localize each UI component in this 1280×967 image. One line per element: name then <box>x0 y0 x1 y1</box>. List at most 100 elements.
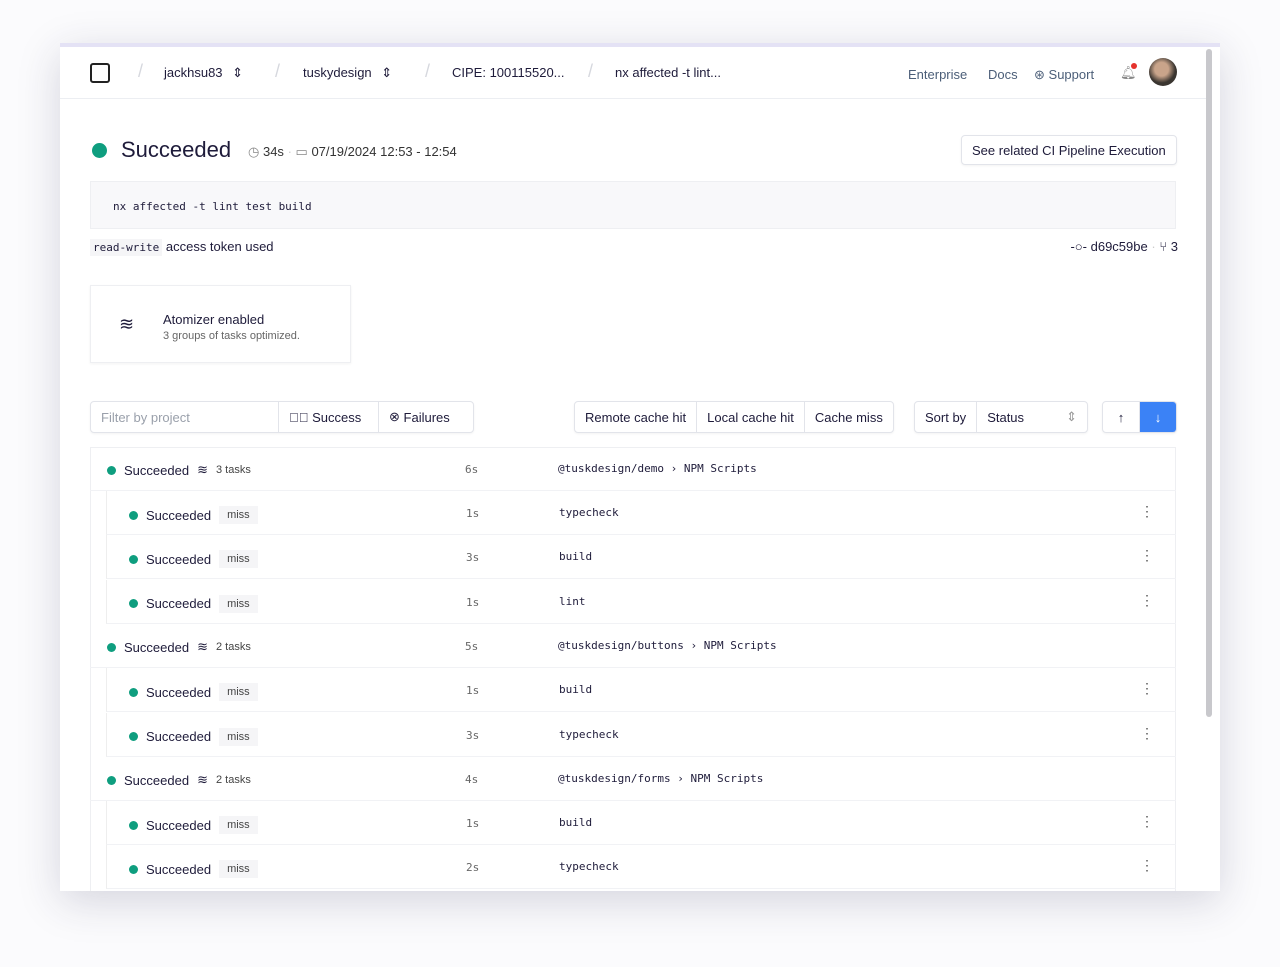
duration: 1s <box>466 595 480 609</box>
task-row[interactable]: Succeeded miss 1s lint ⋮ <box>106 579 1176 624</box>
status-label: Succeeded <box>146 551 212 567</box>
task-name: build <box>559 550 593 564</box>
chevron-updown-icon: ⇕ <box>1066 409 1077 424</box>
status-label: Succeeded <box>124 639 190 655</box>
task-group-row[interactable]: Succeeded ≋ 2 tasks 4s @tuskdesign/forms ›… <box>90 757 1176 801</box>
project-filter-input[interactable]: Filter by project <box>91 402 279 432</box>
separator: / <box>425 61 431 81</box>
separator: / <box>275 61 281 81</box>
more-vertical-icon[interactable]: ⋮ <box>1140 503 1154 519</box>
breadcrumb-run[interactable]: nx affected -t lint... <box>615 65 721 80</box>
logo-icon[interactable] <box>90 63 110 83</box>
scrollbar[interactable] <box>1206 49 1212 717</box>
task-group-row[interactable]: Succeeded ≋ 3 tasks 6s @tuskdesign/demo › … <box>90 447 1176 491</box>
enterprise-link[interactable]: Enterprise <box>908 67 968 82</box>
support-link[interactable]: ⊛ Support <box>1034 67 1094 83</box>
x-circle-icon: ⊗ <box>389 409 400 424</box>
more-vertical-icon[interactable]: ⋮ <box>1140 591 1154 608</box>
duration: 1s <box>466 684 480 698</box>
atomizer-title: Atomizer enabled <box>163 312 265 327</box>
notification-dot <box>1131 63 1137 69</box>
cache-badge: miss <box>219 550 258 569</box>
task-count: 2 tasks <box>215 641 251 654</box>
commit-icon: -○- <box>1070 239 1087 254</box>
more-vertical-icon[interactable]: ⋮ <box>1140 547 1154 564</box>
command-text: nx affected -t lint test build <box>113 200 312 213</box>
task-group-row[interactable]: Succeeded ≋ 2 tasks 5s @tuskdesign/buttons… <box>90 624 1176 669</box>
success-filter[interactable]: ✓⃝ Success <box>279 402 379 432</box>
clock-icon: ◷ <box>248 144 260 159</box>
task-row[interactable]: Succeeded miss 2s typecheck ⋮ <box>106 845 1176 890</box>
remote-cache-filter[interactable]: Remote cache hit <box>575 402 698 432</box>
task-name: build <box>559 816 593 829</box>
chevron-updown-icon: ⇕ <box>381 65 393 80</box>
task-row[interactable]: Succeeded miss 1s build ⋮ <box>106 801 1176 845</box>
duration: 5s <box>465 640 479 654</box>
commit-hash[interactable]: d69c59be <box>1090 239 1148 254</box>
branch-icon: ⑂ <box>1159 239 1168 254</box>
related-pipeline-button[interactable]: See related CI Pipeline Execution <box>961 135 1177 165</box>
breadcrumb-cipe[interactable]: CIPE: 100115520... <box>452 65 565 80</box>
status-dot <box>107 775 116 785</box>
status-dot <box>92 143 107 158</box>
arrow-up-icon[interactable]: ↑ <box>1103 402 1140 432</box>
filter-label: Failures <box>403 409 450 425</box>
more-vertical-icon[interactable]: ⋮ <box>1140 724 1154 741</box>
sort-label: Sort by <box>915 402 978 432</box>
check-circle-icon: ✓⃝ <box>289 409 309 425</box>
docs-link[interactable]: Docs <box>988 67 1018 82</box>
status-dot <box>129 864 138 874</box>
task-name: typecheck <box>559 727 619 741</box>
arrow-down-icon[interactable]: ↓ <box>1140 402 1176 432</box>
local-cache-filter[interactable]: Local cache hit <box>697 402 805 432</box>
task-row[interactable]: Succeeded miss 1s build ⋮ <box>106 668 1176 713</box>
project-name: @tuskdesign/buttons <box>558 639 684 653</box>
task-name: lint <box>559 594 586 608</box>
failures-filter[interactable]: ⊗ Failures <box>379 402 460 432</box>
status-dot <box>107 465 116 475</box>
branch-count: 3 <box>1170 239 1178 254</box>
date-range: 07/19/2024 12:53 - 12:54 <box>311 144 457 159</box>
cache-filter: Remote cache hit Local cache hit Cache m… <box>574 401 894 433</box>
task-count: 2 tasks <box>215 774 251 786</box>
project-name: @tuskdesign/demo <box>558 462 664 475</box>
task-name: build <box>559 683 593 697</box>
status-label: Succeeded <box>146 596 212 612</box>
token-info: read-write access token used <box>90 239 274 256</box>
task-name: typecheck <box>559 860 619 874</box>
separator: / <box>588 61 594 81</box>
top-nav: / jackhsu83 ⇕ / tuskydesign ⇕ / CIPE: 10… <box>60 47 1210 99</box>
breadcrumb-org[interactable]: jackhsu83 ⇕ <box>164 65 243 81</box>
task-row[interactable]: Succeeded miss 3s typecheck ⋮ <box>106 712 1176 757</box>
status-label: Succeeded <box>146 817 212 833</box>
status-dot <box>129 687 138 697</box>
duration: 1s <box>466 507 480 520</box>
avatar[interactable] <box>1149 58 1177 86</box>
status-dot <box>129 820 138 830</box>
chevron-updown-icon: ⇕ <box>232 65 244 80</box>
sort-value-label: Status <box>987 409 1025 425</box>
task-row[interactable]: Succeeded miss 1s typecheck ⋮ <box>106 491 1176 535</box>
more-vertical-icon[interactable]: ⋮ <box>1140 813 1154 829</box>
duration: 1s <box>466 817 480 830</box>
cache-badge: miss <box>219 683 258 702</box>
task-row[interactable]: Succeeded miss 3s build ⋮ <box>106 535 1176 580</box>
separator: / <box>138 61 144 81</box>
cache-miss-filter[interactable]: Cache miss <box>814 409 883 425</box>
cache-badge: miss <box>219 594 258 613</box>
sort-value[interactable]: Status ⇕ <box>977 402 1087 432</box>
sort-direction: ↑ ↓ <box>1102 401 1177 433</box>
target-name: NPM Scripts <box>703 639 777 653</box>
breadcrumb-workspace[interactable]: tuskydesign ⇕ <box>303 65 392 81</box>
duration: 3s <box>466 728 480 742</box>
task-count: 3 tasks <box>215 464 251 476</box>
atomizer-card: ≋ Atomizer enabled 3 groups of tasks opt… <box>90 285 351 363</box>
duration: 3s <box>466 551 480 565</box>
commit-info: -○- d69c59be · ⑂ 3 <box>1070 239 1178 254</box>
more-vertical-icon[interactable]: ⋮ <box>1140 857 1154 874</box>
status-label: Succeeded <box>146 861 212 877</box>
more-vertical-icon[interactable]: ⋮ <box>1140 680 1154 697</box>
status-dot <box>129 510 138 520</box>
sort-select[interactable]: Sort by Status ⇕ <box>914 401 1088 433</box>
duration: ◷ 34s · ▭ 07/19/2024 12:53 - 12:54 <box>248 144 457 159</box>
